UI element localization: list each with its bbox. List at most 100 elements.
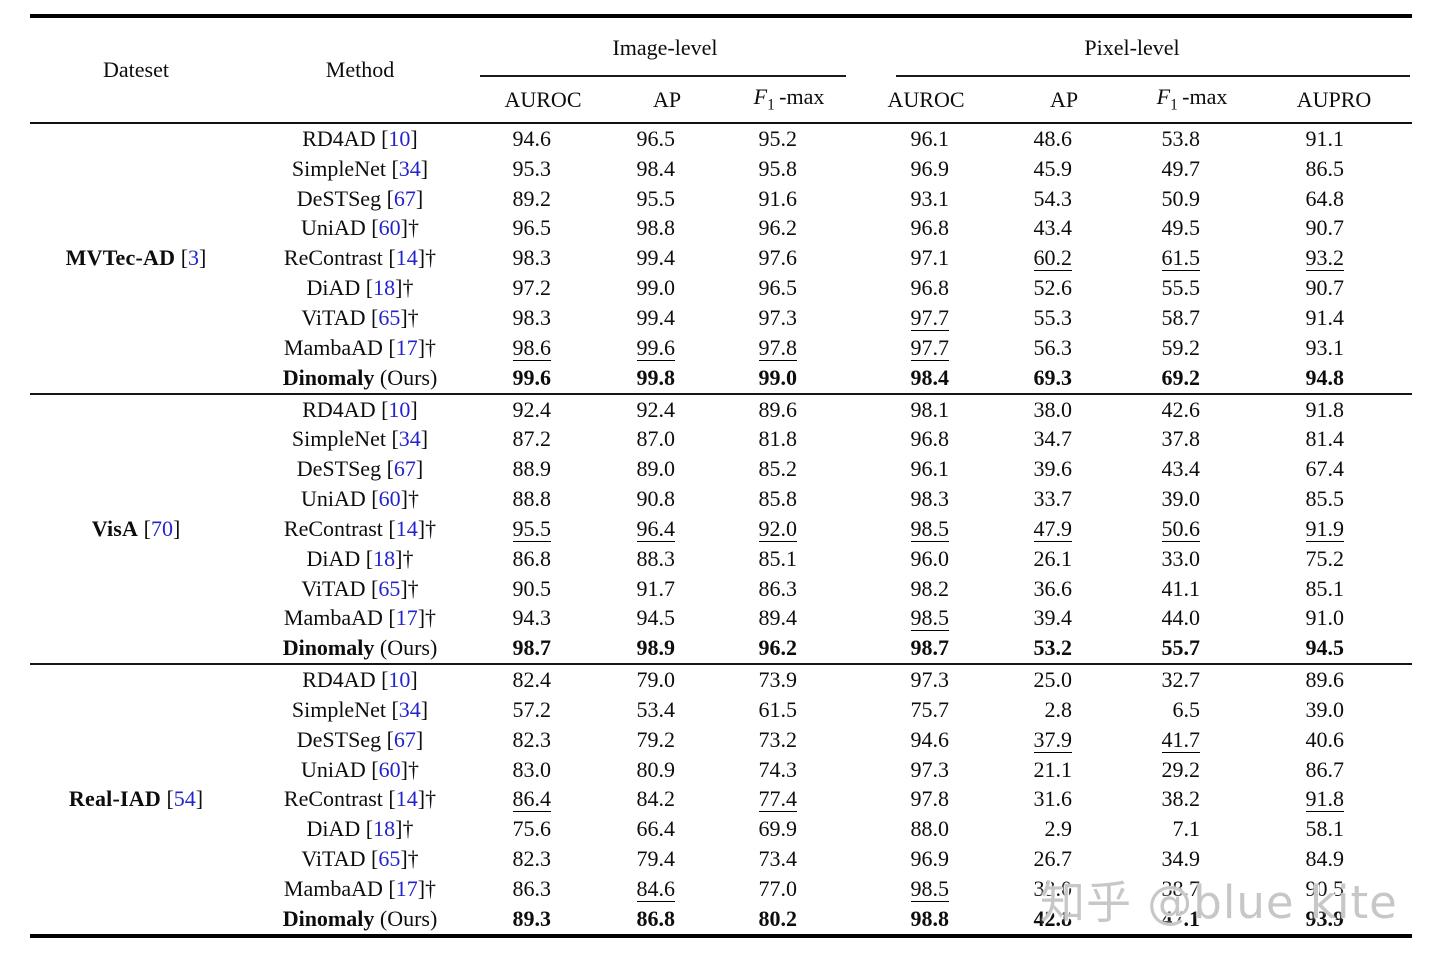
value-cell: 96.2	[758, 215, 798, 241]
value-cell: 79.0	[608, 663, 726, 696]
column-header-ap: AP	[1000, 77, 1129, 124]
value-cell: 85.1	[1305, 575, 1345, 601]
table-row: MambaAD [17]† 98.6 99.6 97.8 97.7 56.3 59.2 93.…	[30, 333, 1412, 363]
value-cell: 55.3	[1033, 304, 1073, 330]
citation-link[interactable]: 10	[388, 667, 411, 693]
value-cell: 49.7	[1161, 155, 1201, 181]
value-cell: 90.7	[1305, 275, 1345, 301]
table-row: DiAD [18]† 86.8 88.3 85.1 96.0 26.1 33.0 75.2	[30, 544, 1412, 574]
citation-link[interactable]: 67	[393, 456, 416, 482]
method-cell: ViTAD [65]†	[301, 846, 419, 872]
value-cell: 97.3	[910, 756, 950, 782]
pixel-level-label: Pixel-level	[1084, 34, 1180, 60]
value-cell: 61.5	[758, 696, 798, 722]
method-cell: ReContrast [14]†	[283, 786, 437, 812]
table-row: SimpleNet [34] 87.2 87.0 81.8 96.8 34.7 37.8 81…	[30, 424, 1412, 454]
value-cell: 88.3	[636, 545, 676, 571]
value-cell: 91.0	[1305, 605, 1345, 631]
value-cell: 77.4	[758, 786, 798, 813]
method-cell: MambaAD [17]†	[283, 334, 437, 360]
citation-link[interactable]: 54	[173, 786, 196, 812]
value-cell: 86.8	[636, 905, 676, 931]
citation-link[interactable]: 14	[395, 515, 418, 541]
citation-link[interactable]: 34	[398, 155, 421, 181]
value-cell: 96.1	[910, 456, 950, 482]
value-cell: 91.7	[636, 575, 676, 601]
table-row: UniAD [60]† 96.5 98.8 96.2 96.8 43.4 49.5 90.7	[30, 214, 1412, 244]
citation-link[interactable]: 18	[373, 275, 396, 301]
citation-link[interactable]: 18	[373, 816, 396, 842]
citation-link[interactable]: 34	[398, 696, 421, 722]
value-cell: 90.5	[512, 575, 552, 601]
column-header-ap: AP	[608, 77, 726, 124]
table-row: ViTAD [65]† 90.5 91.7 86.3 98.2 36.6 41.1 85.1	[30, 574, 1412, 604]
value-cell: 74.3	[758, 756, 798, 782]
value-cell: 98.4	[910, 364, 950, 390]
value-cell: 85.8	[758, 486, 798, 512]
value-cell: 81.4	[1305, 426, 1345, 452]
value-cell: 47.1	[1161, 905, 1201, 931]
value-cell: 89.2	[512, 185, 552, 211]
value-cell: 96.0	[910, 545, 950, 571]
citation-link[interactable]: 60	[378, 486, 401, 512]
value-cell: 96.5	[758, 275, 798, 301]
value-cell: 99.4	[636, 304, 676, 330]
citation-link[interactable]: 17	[395, 334, 418, 360]
table-row: UniAD [60]† 88.8 90.8 85.8 98.3 33.7 39.0 85.5	[30, 484, 1412, 514]
citation-link[interactable]: 60	[378, 215, 401, 241]
value-cell: 99.6	[636, 334, 675, 361]
method-cell: UniAD [60]†	[301, 486, 419, 512]
value-cell: 39.6	[1033, 456, 1073, 482]
citation-link[interactable]: 65	[378, 575, 401, 601]
method-cell: RD4AD [10]	[242, 392, 478, 425]
citation-link[interactable]: 17	[395, 605, 418, 631]
method-cell: DeSTSeg [67]	[296, 456, 424, 482]
citation-link[interactable]: 17	[395, 876, 418, 902]
value-cell: 85.5	[1305, 486, 1345, 512]
value-cell: 99.4	[636, 245, 676, 271]
citation-link[interactable]: 67	[393, 185, 416, 211]
citation-link[interactable]: 18	[373, 545, 396, 571]
citation-link[interactable]: 34	[398, 426, 421, 452]
value-cell: 89.0	[636, 456, 676, 482]
method-cell: DeSTSeg [67]	[296, 726, 424, 752]
citation-link[interactable]: 65	[378, 304, 401, 330]
value-cell: 94.5	[1305, 635, 1345, 661]
value-cell: 96.8	[910, 426, 950, 452]
value-cell: 86.3	[512, 876, 552, 902]
column-header-f1-max: F1 -max	[726, 77, 853, 124]
citation-link[interactable]: 70	[150, 515, 173, 541]
pixel-level-rule	[896, 75, 1411, 77]
value-cell: 58.1	[1305, 816, 1345, 842]
value-cell: 2.9	[1044, 816, 1073, 842]
table-row: MambaAD [17]† 94.3 94.5 89.4 98.5 39.4 44.0 91.…	[30, 604, 1412, 634]
value-cell: 82.4	[478, 663, 608, 696]
citation-link[interactable]: 10	[388, 396, 411, 422]
value-cell: 98.2	[910, 575, 950, 601]
citation-link[interactable]: 67	[393, 726, 416, 752]
column-header-auroc: AUROC	[478, 77, 608, 124]
citation-link[interactable]: 65	[378, 846, 401, 872]
method-cell: Dinomaly (Ours)	[282, 905, 438, 931]
value-cell: 75.6	[512, 816, 552, 842]
value-cell: 37.8	[1161, 426, 1201, 452]
method-cell: DiAD [18]†	[306, 816, 414, 842]
value-cell: 99.0	[758, 364, 798, 390]
value-cell: 58.7	[1161, 304, 1201, 330]
value-cell: 93.1	[1305, 334, 1345, 360]
value-cell: 90.7	[1305, 215, 1345, 241]
table-row: MambaAD [17]† 86.3 84.6 77.0 98.5 33.0 38.7 90.…	[30, 874, 1412, 904]
value-cell: 98.4	[636, 155, 676, 181]
value-cell: 42.8	[1033, 905, 1073, 931]
image-level-label: Image-level	[612, 34, 718, 60]
value-cell: 75.7	[910, 696, 950, 722]
method-cell: DeSTSeg [67]	[296, 185, 424, 211]
citation-link[interactable]: 60	[378, 756, 401, 782]
citation-link[interactable]: 3	[188, 245, 200, 271]
value-cell: 2.8	[1044, 696, 1073, 722]
citation-link[interactable]: 14	[395, 786, 418, 812]
citation-link[interactable]: 10	[388, 125, 411, 151]
value-cell: 94.6	[910, 726, 950, 752]
citation-link[interactable]: 14	[395, 245, 418, 271]
